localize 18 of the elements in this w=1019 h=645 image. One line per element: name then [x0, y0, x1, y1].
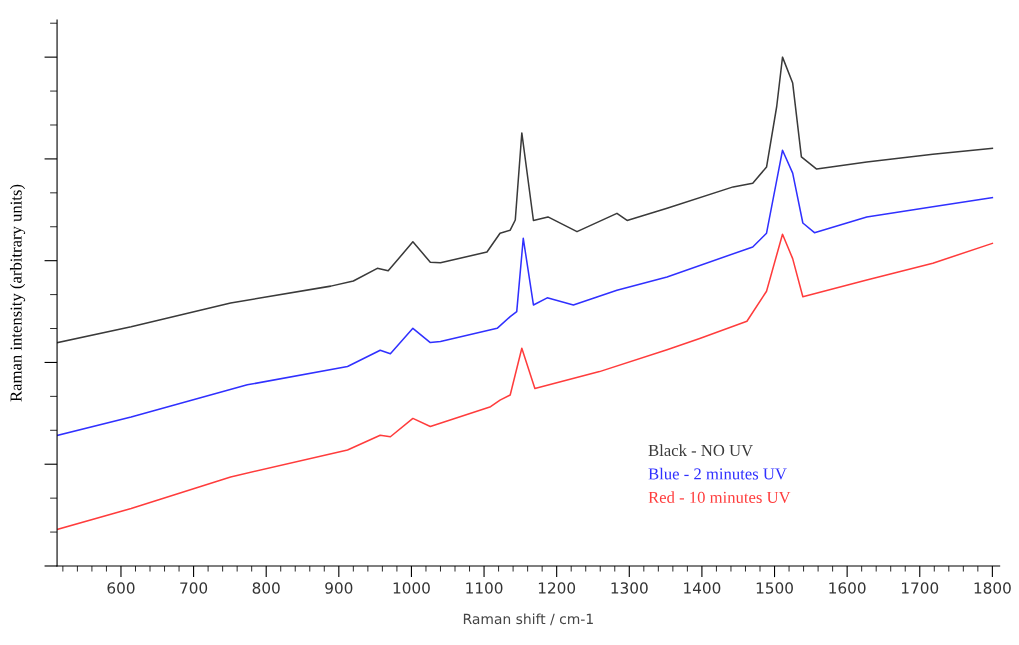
x-tick-label: 900 — [325, 582, 353, 594]
x-tick-label: 1200 — [538, 582, 576, 594]
x-axis-title: Raman shift / cm-1 — [463, 613, 593, 626]
x-tick-label: 1300 — [611, 582, 648, 594]
x-tick-label: 1000 — [393, 582, 430, 594]
x-tick-label: 700 — [180, 582, 208, 594]
x-tick-label: 1100 — [466, 582, 503, 594]
x-tick-label: 800 — [252, 582, 280, 594]
x-tick-label: 1600 — [829, 582, 866, 594]
x-tick-label: 1400 — [684, 582, 721, 594]
x-tick-label: 600 — [107, 582, 135, 594]
x-tick-label: 1700 — [902, 582, 939, 594]
x-tick-label: 1500 — [756, 582, 793, 594]
x-tick-label: 1800 — [974, 582, 1011, 594]
text: Red - 10 minutes UV — [648, 491, 791, 504]
text: Blue - 2 minutes UV — [648, 467, 787, 480]
y-axis-title: Raman intensity (arbitrary units) — [9, 184, 26, 402]
text: Black - NO UV — [648, 444, 753, 457]
